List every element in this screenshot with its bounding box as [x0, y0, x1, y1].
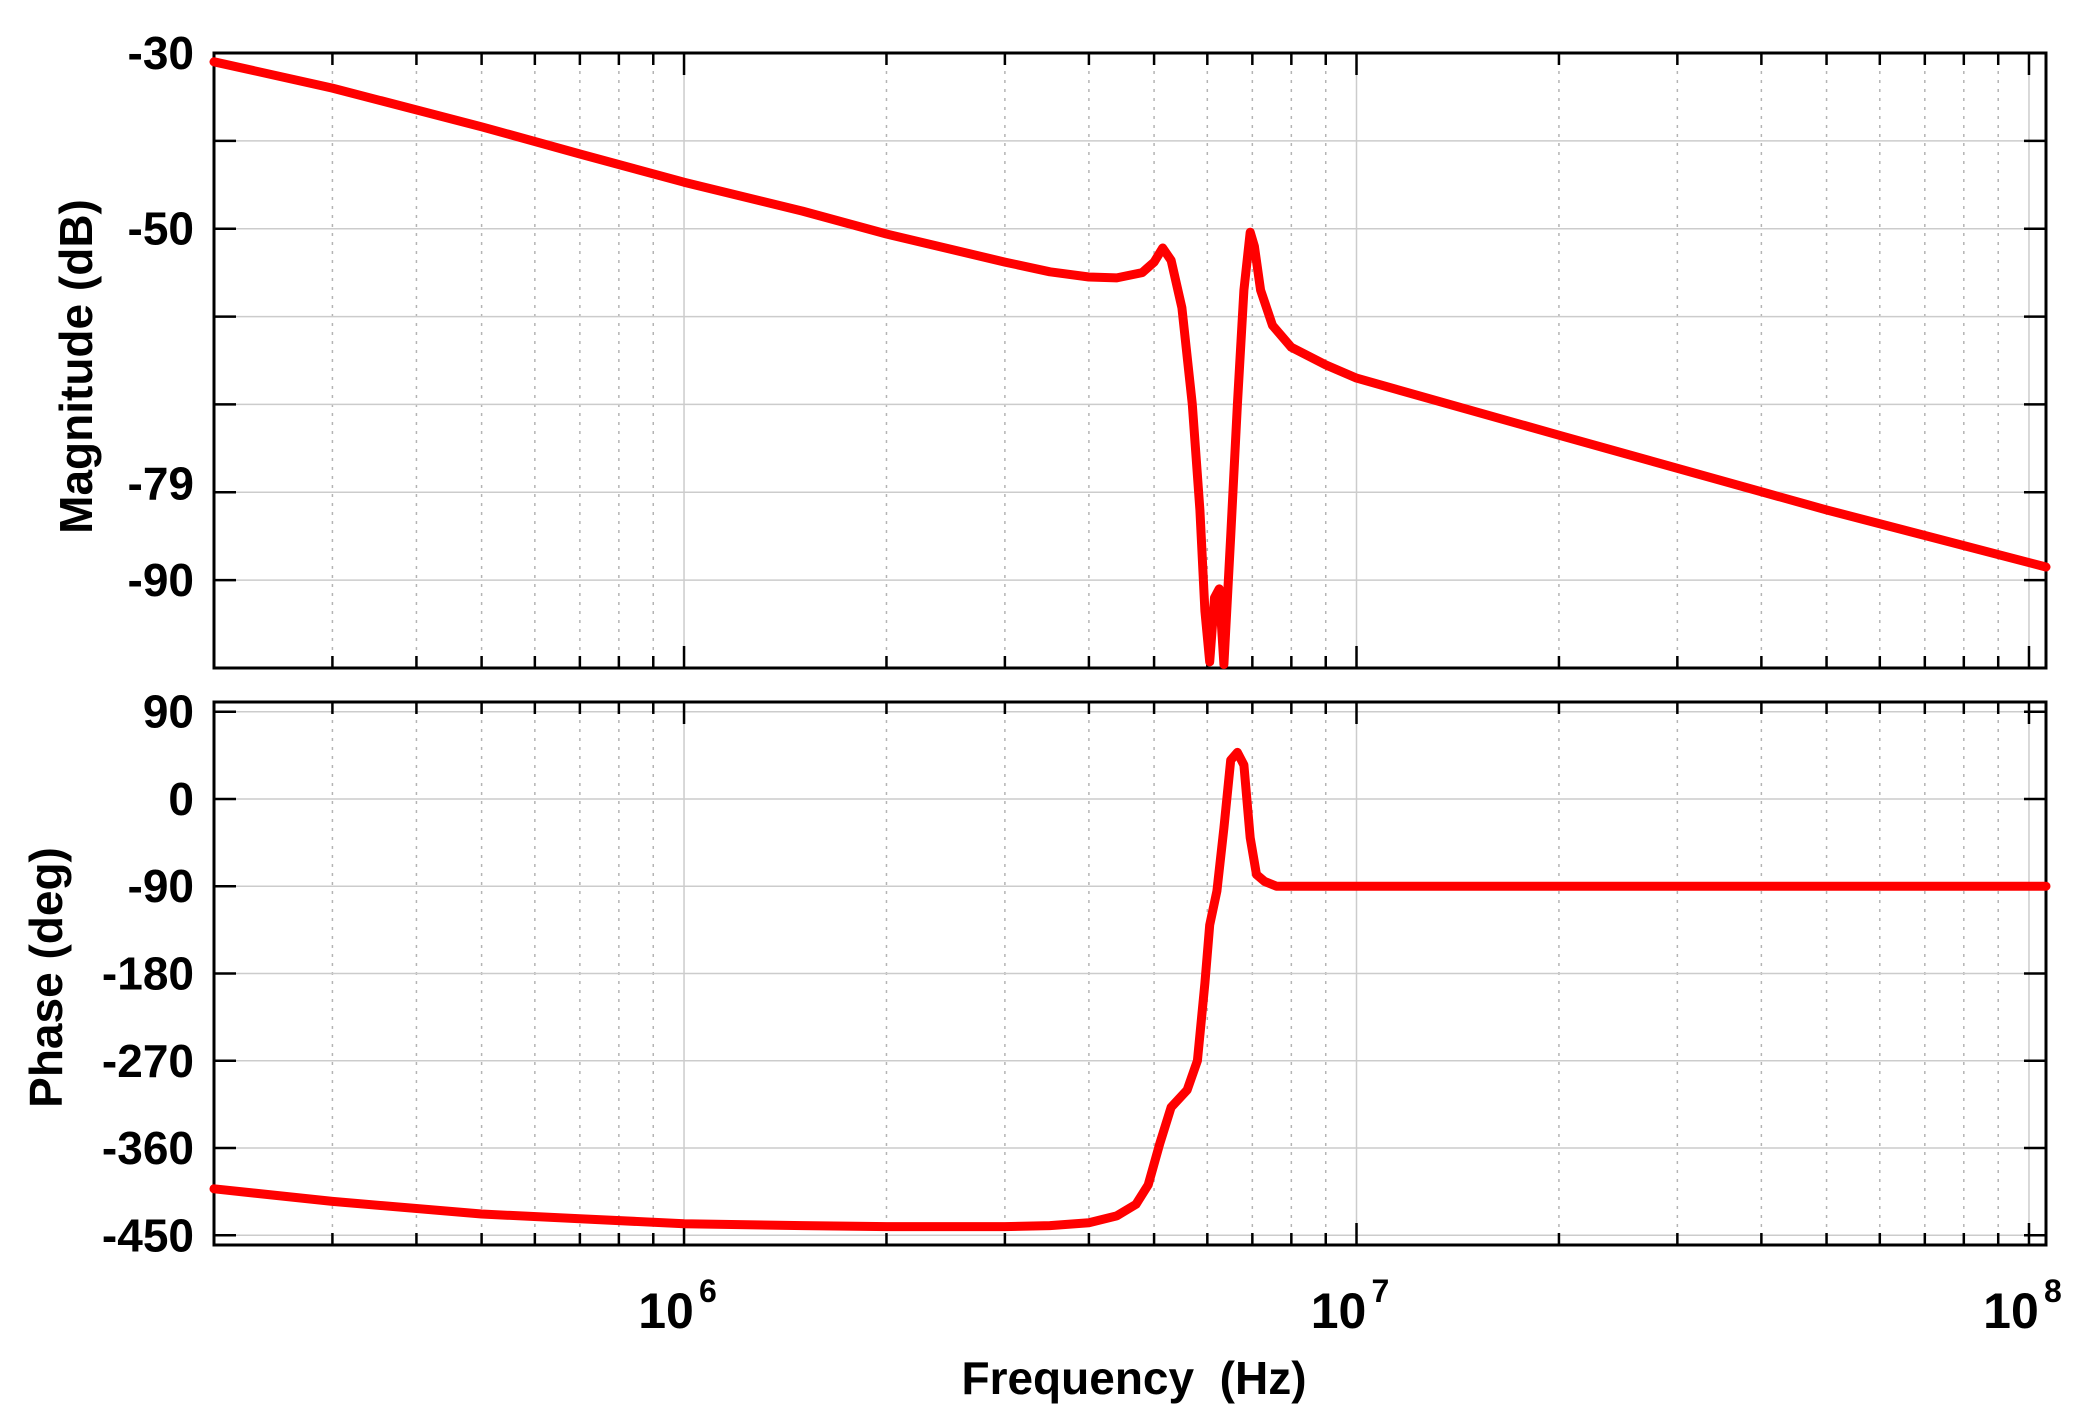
- frequency-axis-label: Frequency (Hz): [961, 1352, 1306, 1404]
- magnitude-plot-frame: [212, 51, 2048, 670]
- y-tick-label: -270: [102, 1035, 194, 1087]
- frequency-tick-label: 10 8: [1983, 1273, 2062, 1339]
- magnitude-y-tick-labels: -30 -50 -79 -90: [128, 27, 194, 606]
- frequency-tick-base: 10: [1983, 1283, 2039, 1339]
- magnitude-axis-label: Magnitude (dB): [50, 199, 102, 534]
- phase-ticks: [212, 702, 2046, 1245]
- frequency-tick-exponent: 6: [699, 1273, 717, 1309]
- magnitude-trace: [209, 57, 2051, 669]
- frequency-tick-label: 10 6: [638, 1273, 717, 1339]
- y-tick-label: 0: [168, 773, 194, 825]
- phase-panel: 90 0 -90 -180 -270 -360 -450 Phase (deg): [20, 686, 2051, 1262]
- frequency-tick-exponent: 8: [2044, 1273, 2062, 1309]
- frequency-tick-exponent: 7: [1372, 1273, 1390, 1309]
- y-tick-label: 90: [143, 686, 194, 738]
- phase-trace: [209, 747, 2051, 1232]
- y-tick-label: -360: [102, 1122, 194, 1174]
- y-tick-label: -30: [128, 27, 194, 79]
- y-tick-label: -180: [102, 948, 194, 1000]
- phase-y-tick-labels: 90 0 -90 -180 -270 -360 -450: [102, 686, 194, 1262]
- frequency-tick-base: 10: [1311, 1283, 1367, 1339]
- y-tick-label: -79: [128, 458, 194, 510]
- frequency-tick-labels: 10 6 10 7 10 8: [638, 1273, 2062, 1339]
- y-tick-label: -450: [102, 1209, 194, 1261]
- frequency-tick-label: 10 7: [1311, 1273, 1390, 1339]
- y-tick-label: -50: [128, 203, 194, 255]
- y-tick-label: -90: [128, 554, 194, 606]
- y-tick-label: -90: [128, 860, 194, 912]
- frequency-tick-base: 10: [638, 1283, 694, 1339]
- phase-axis-label: Phase (deg): [20, 847, 72, 1108]
- magnitude-panel: -30 -50 -79 -90 Magnitude (dB): [50, 27, 2051, 670]
